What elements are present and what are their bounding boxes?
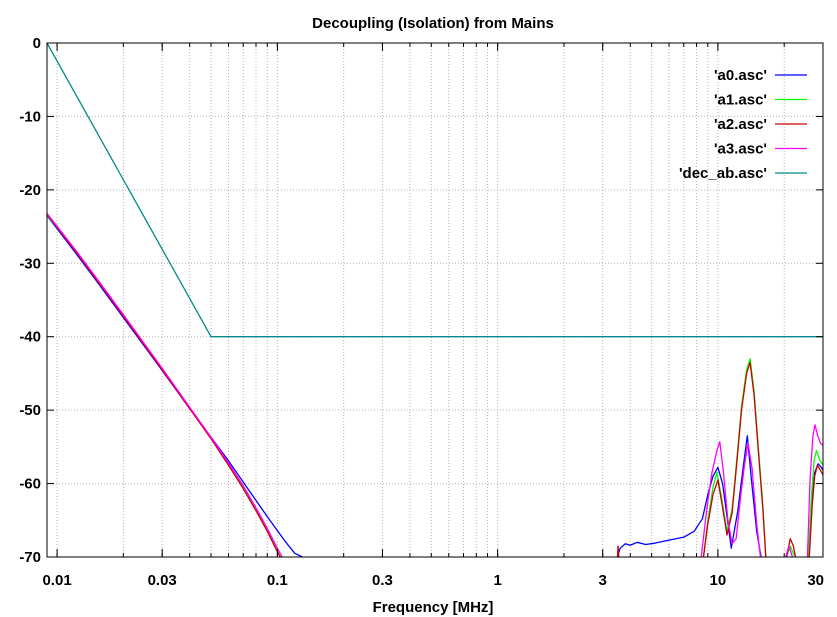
legend-label: 'a2.asc': [714, 116, 767, 133]
series-line: [47, 213, 281, 557]
x-tick-label: 0.3: [372, 572, 393, 589]
grid: [47, 43, 823, 557]
y-tick-label: -10: [19, 108, 41, 125]
series-line: [702, 361, 767, 557]
x-axis-label: Frequency [MHz]: [373, 599, 494, 616]
y-tick-label: 0: [33, 35, 41, 52]
chart-title: Decoupling (Isolation) from Mains: [312, 15, 554, 32]
x-tick-label: 0.01: [42, 572, 71, 589]
x-tick-label: 3: [599, 572, 607, 589]
series-line: [616, 545, 620, 557]
series-4: [47, 43, 823, 338]
series-line: [808, 464, 823, 557]
x-tick-label: 0.1: [267, 572, 288, 589]
x-tick-label: 10: [710, 572, 727, 589]
legend-label: 'a0.asc': [714, 67, 767, 84]
series-layer: [47, 43, 823, 557]
series-line: [806, 424, 823, 557]
series-line: [807, 449, 823, 557]
series-2: [47, 213, 823, 557]
x-tick-label: 1: [493, 572, 501, 589]
y-tick-label: -70: [19, 549, 41, 566]
series-line: [47, 43, 823, 338]
y-tick-label: -40: [19, 329, 41, 346]
legend-label: 'a3.asc': [714, 141, 767, 158]
series-line: [47, 215, 303, 557]
legend: 'a0.asc' 'a1.asc' 'a2.asc' 'a3.asc' 'dec_ab.…: [679, 67, 807, 182]
series-line: [616, 435, 762, 557]
series-line: [47, 212, 283, 557]
y-tick-label: -20: [19, 182, 41, 199]
legend-label: 'a1.asc': [714, 92, 767, 109]
y-tick-label: -30: [19, 255, 41, 272]
y-tick-label: -60: [19, 476, 41, 493]
series-line: [700, 441, 762, 557]
x-tick-label: 30: [807, 572, 824, 589]
series-line: [785, 545, 794, 557]
x-axis: 0.01 0.03 0.1 0.3 1 3 10 30: [42, 43, 824, 589]
series-3: [47, 212, 823, 557]
legend-label: 'dec_ab.asc': [679, 165, 767, 182]
y-tick-label: -50: [19, 402, 41, 419]
series-1: [47, 214, 823, 557]
series-line: [47, 214, 283, 557]
plot-frame: [46, 42, 824, 558]
x-tick-label: 0.03: [148, 572, 177, 589]
y-axis: 0 -10 -20 -30 -40 -50 -60 -70: [19, 35, 823, 566]
series-line: [785, 545, 797, 557]
